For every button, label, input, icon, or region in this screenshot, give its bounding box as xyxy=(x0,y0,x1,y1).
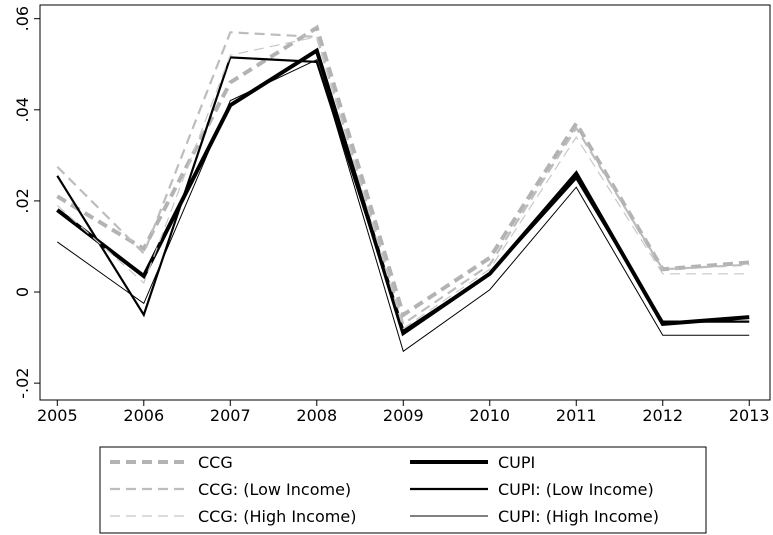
series-line xyxy=(56,36,750,330)
series-line xyxy=(56,31,750,326)
legend-label: CCG: (High Income) xyxy=(198,507,356,526)
y-tick-label: .04 xyxy=(13,97,32,122)
series-line xyxy=(56,56,750,333)
legend-label: CCG: (Low Income) xyxy=(198,480,351,499)
x-tick-label: 2007 xyxy=(210,406,251,425)
legend-label: CUPI xyxy=(498,453,535,472)
x-tick-label: 2005 xyxy=(37,406,78,425)
legend-label: CCG xyxy=(198,453,233,472)
y-tick-label: 0 xyxy=(13,287,32,297)
x-tick-label: 2011 xyxy=(556,406,597,425)
x-tick-label: 2006 xyxy=(123,406,164,425)
x-tick-label: 2010 xyxy=(469,406,510,425)
y-tick-label: -.02 xyxy=(13,368,32,399)
x-tick-label: 2008 xyxy=(296,406,337,425)
y-tick-label: .06 xyxy=(13,6,32,31)
legend-label: CUPI: (High Income) xyxy=(498,507,659,526)
series-line xyxy=(57,58,750,353)
legend-label: CUPI: (Low Income) xyxy=(498,480,654,499)
series-line xyxy=(56,47,750,337)
y-tick-label: .02 xyxy=(13,188,32,213)
x-tick-label: 2013 xyxy=(729,406,770,425)
series-line xyxy=(56,24,750,318)
x-tick-label: 2009 xyxy=(383,406,424,425)
x-tick-label: 2012 xyxy=(642,406,683,425)
legend-frame xyxy=(99,446,707,534)
plot-frame xyxy=(39,4,771,401)
